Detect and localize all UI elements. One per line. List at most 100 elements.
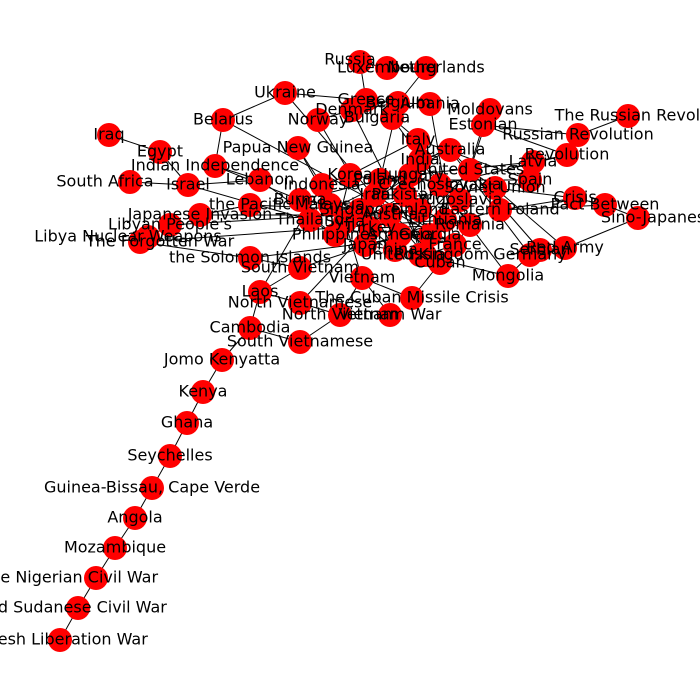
edge-hub-5-revolution <box>439 154 568 186</box>
node-jomo-kenyatta <box>210 348 234 372</box>
node-label-lebanon: Lebanon <box>226 170 295 189</box>
node-hub-24 <box>363 183 387 207</box>
node-papua-new-guinea <box>286 136 310 160</box>
node-label-bulgaria: Bulgaria <box>344 108 410 127</box>
edge-hub-8-belarus <box>222 119 456 246</box>
node-label-hub-22: Turkey <box>343 218 396 237</box>
node-label-hub-14: Burma <box>274 190 327 209</box>
node-label-denmark: Denmark <box>315 100 389 119</box>
node-luxembourg <box>375 56 399 80</box>
node-label-hub-12: Philippines <box>292 225 378 244</box>
node-hub-23 <box>333 210 357 234</box>
node-red-army <box>553 236 577 260</box>
node-label-libya-peoples: Libyan People's <box>108 215 232 234</box>
node-label-hub-20: Georgia <box>399 225 462 244</box>
edge-red-army-sino-japanese <box>564 217 639 249</box>
edge-the-forgotten-solomon-islands <box>139 241 251 259</box>
node-revolution <box>555 143 579 167</box>
node-label-vietnam: Vietnam <box>329 268 396 287</box>
node-hub-5 <box>428 173 452 197</box>
node-spain <box>518 168 542 192</box>
node-angola <box>123 506 147 530</box>
node-north-vietnam <box>328 303 352 327</box>
node-label-the-forgotten: The Forgotten War <box>85 232 235 251</box>
node-label-hub-7: Romania <box>435 215 505 234</box>
node-label-kenya: Kenya <box>179 382 228 401</box>
node-label-hub-28: United States <box>416 160 524 179</box>
node-hub-26 <box>408 148 432 172</box>
node-indian-independence <box>203 154 227 178</box>
node-hub-14 <box>288 188 312 212</box>
node-hub-6 <box>448 188 472 212</box>
node-label-hub-1: Indonesia <box>283 175 360 194</box>
node-norway <box>306 108 330 132</box>
node-label-albania: Albania <box>400 94 460 113</box>
node-hub-28 <box>458 158 482 182</box>
node-libya-peoples <box>158 213 182 237</box>
node-label-nigerian-civil-war: the Nigerian Civil War <box>0 568 158 587</box>
node-hub-7 <box>458 213 482 237</box>
node-label-laos: Laos <box>242 282 279 301</box>
node-hub-20 <box>418 223 442 247</box>
node-lebanon <box>248 168 272 192</box>
node-label-seychelles: Seychelles <box>127 446 212 465</box>
node-egypt <box>148 140 172 164</box>
node-label-hub-9: United Kingdom <box>361 245 489 264</box>
node-kenya <box>191 380 215 404</box>
node-serbian <box>528 238 552 262</box>
node-label-hub-10: China <box>372 240 418 259</box>
node-label-hub-17: Austria <box>362 205 419 224</box>
node-seychelles <box>158 444 182 468</box>
node-label-japanese-invasion: Japanese Invasion <box>127 205 273 224</box>
node-label-hub-15: Malaysia <box>295 195 365 214</box>
node-label-hub-21: Armenia <box>366 225 433 244</box>
node-pact-between <box>593 193 617 217</box>
node-label-hub-13: Thailand <box>275 210 345 229</box>
node-label-hub-8: France <box>428 235 481 254</box>
node-label-south-vietnamese: South Vietnamese <box>227 332 373 351</box>
node-bulgaria <box>380 106 404 130</box>
node-estonian <box>471 113 495 137</box>
node-solomon-islands <box>238 246 262 270</box>
node-label-iraq: Iraq <box>93 125 124 144</box>
edge-hub-1-laos <box>259 184 323 293</box>
node-layer <box>48 50 650 652</box>
node-label-italy: Italy <box>401 130 436 149</box>
node-italy <box>406 128 430 152</box>
node-hub-17 <box>378 203 402 227</box>
node-label-latvia: Latvia <box>509 152 558 171</box>
node-hub-2 <box>338 163 362 187</box>
node-label-cuban: Cuban <box>414 253 465 272</box>
node-second-sudanese <box>66 596 90 620</box>
edge-hub-3-hub-14 <box>299 179 381 201</box>
node-label-pact-between: Pact Between <box>551 195 660 214</box>
node-south-africa <box>118 170 142 194</box>
node-label-crisis: Crisis <box>553 188 596 207</box>
node-laos <box>248 280 272 304</box>
node-albania <box>418 92 442 116</box>
node-hub-15 <box>318 193 342 217</box>
node-north-vietnamese <box>288 291 312 315</box>
node-label-angola: Angola <box>107 508 162 527</box>
node-label-greece: Greece <box>338 90 395 109</box>
node-hub-29 <box>483 176 507 200</box>
node-south-vietnam <box>288 256 312 280</box>
node-hub-8 <box>443 233 467 257</box>
node-label-serbian: Serbian <box>509 240 570 259</box>
node-label-egypt: Egypt <box>137 142 183 161</box>
node-label-papua-new-guinea: Papua New Guinea <box>223 138 374 157</box>
node-russian-revolution-of <box>616 104 640 128</box>
node-south-vietnamese <box>288 330 312 354</box>
edge-hub-29-red-army <box>494 187 566 249</box>
node-label-second-sudanese: Second Sudanese Civil War <box>0 598 167 617</box>
edge-hub-30-crisis <box>499 197 576 211</box>
node-label-spain: Spain <box>508 170 553 189</box>
node-label-russian-revolution: Russian Revolution <box>502 125 653 144</box>
node-guinea-bissau <box>140 476 164 500</box>
node-label-hub-4: Hungary <box>376 165 444 184</box>
node-label-germany: Germany <box>493 245 567 264</box>
node-japanese-invasion <box>188 203 212 227</box>
node-hub-19 <box>433 208 457 232</box>
node-vietnam-war <box>378 303 402 327</box>
